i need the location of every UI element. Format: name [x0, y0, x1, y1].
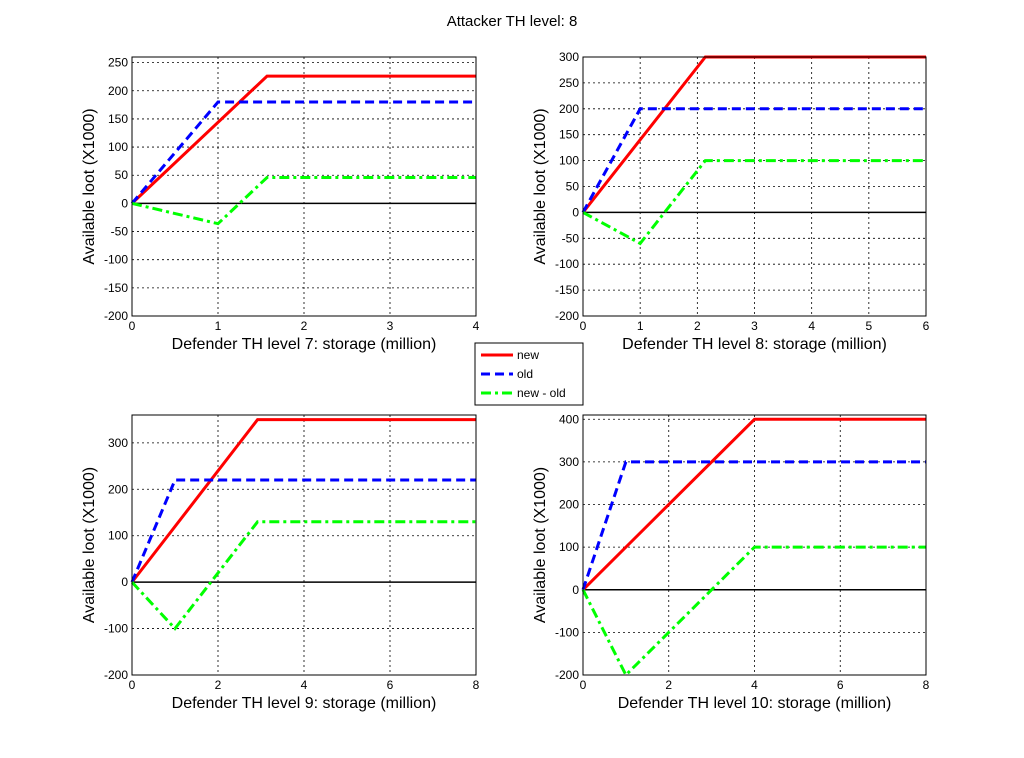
y-tick-label: 200 — [559, 498, 579, 512]
y-tick-label: 100 — [559, 540, 579, 554]
y-tick-label: -200 — [104, 668, 128, 682]
x-tick-label: 0 — [580, 319, 587, 333]
y-tick-label: 150 — [108, 112, 128, 126]
y-tick-label: -50 — [111, 225, 129, 239]
x-tick-label: 8 — [473, 678, 480, 692]
x-tick-label: 5 — [865, 319, 872, 333]
y-tick-label: 300 — [559, 50, 579, 64]
legend: new old new - old — [474, 342, 584, 406]
x-tick-label: 3 — [387, 319, 394, 333]
x-tick-label: 6 — [923, 319, 930, 333]
y-tick-label: -200 — [104, 309, 128, 323]
legend-label: new — [517, 348, 539, 362]
y-tick-label: 0 — [572, 583, 579, 597]
y-tick-label: 100 — [108, 140, 128, 154]
legend-label: old — [517, 367, 533, 381]
y-tick-label: 200 — [559, 102, 579, 116]
subplot-2: 0 1 2 3 4 5 6 -200 -150 -100 -50 0 50 100 150 200 250 300… — [532, 50, 930, 353]
y-tick-label: -50 — [562, 231, 580, 245]
y-tick-label: 300 — [108, 436, 128, 450]
y-axis-label: Available loot (X1000) — [532, 108, 549, 264]
series-new — [130, 74, 476, 205]
y-tick-label: 0 — [121, 575, 128, 589]
series-new-minus-old — [131, 175, 476, 226]
y-tick-label: 0 — [572, 205, 579, 219]
subplot-3: 0 2 4 6 8 -200 -100 0 100 200 300 Defender TH level… — [81, 414, 480, 712]
y-axis-label: Available loot (X1000) — [532, 467, 549, 623]
figure-title: Attacker TH level: 8 — [447, 13, 578, 30]
subplot-4: 0 2 4 6 8 -200 -100 0 100 200 300 400 Defender TH le… — [532, 412, 930, 712]
series-new — [581, 417, 926, 591]
x-axis-label: Defender TH level 8: storage (million) — [622, 336, 887, 353]
x-tick-label: 6 — [837, 678, 844, 692]
legend-label: new - old — [517, 386, 566, 400]
y-tick-label: -150 — [555, 283, 579, 297]
y-tick-label: 250 — [559, 76, 579, 90]
x-tick-label: 2 — [665, 678, 672, 692]
y-tick-label: 0 — [121, 196, 128, 210]
y-tick-label: -150 — [104, 281, 128, 295]
axes-frame — [131, 56, 477, 317]
x-tick-label: 2 — [694, 319, 701, 333]
y-tick-label: 250 — [108, 56, 128, 70]
series-old — [581, 460, 926, 591]
x-axis-label: Defender TH level 9: storage (million) — [172, 695, 437, 712]
y-tick-label: -100 — [104, 622, 128, 636]
y-tick-label: 200 — [108, 84, 128, 98]
y-tick-label: -100 — [104, 253, 128, 267]
series-old — [581, 107, 926, 214]
x-tick-label: 2 — [215, 678, 222, 692]
y-tick-label: -100 — [555, 625, 579, 639]
y-tick-label: 50 — [566, 180, 580, 194]
y-tick-label: 100 — [108, 529, 128, 543]
x-tick-label: 2 — [301, 319, 308, 333]
axes-frame — [582, 56, 927, 317]
axes-frame — [131, 414, 477, 676]
x-tick-label: 4 — [473, 319, 480, 333]
y-tick-label: -200 — [555, 309, 579, 323]
x-tick-label: 1 — [215, 319, 222, 333]
x-tick-label: 8 — [923, 678, 930, 692]
y-tick-label: -100 — [555, 257, 579, 271]
series-old — [130, 100, 476, 205]
y-tick-label: -200 — [555, 668, 579, 682]
x-tick-label: 0 — [129, 319, 136, 333]
series-new-minus-old — [581, 545, 926, 678]
subplot-1: 0 1 2 3 4 -200 -150 -100 -50 0 50 100 150 200 250 Defen… — [81, 56, 480, 353]
x-tick-label: 0 — [580, 678, 587, 692]
y-axis-label: Available loot (X1000) — [81, 467, 98, 623]
series-new-minus-old — [582, 159, 926, 246]
axes-frame — [582, 414, 927, 676]
series-new — [130, 418, 476, 584]
series-new-minus-old — [130, 520, 476, 631]
x-axis-label: Defender TH level 7: storage (million) — [172, 336, 437, 353]
legend-box — [474, 342, 584, 406]
x-tick-label: 6 — [387, 678, 394, 692]
y-tick-label: 50 — [115, 168, 129, 182]
y-tick-label: 300 — [559, 455, 579, 469]
y-tick-label: 400 — [559, 412, 579, 426]
y-axis-label: Available loot (X1000) — [81, 108, 98, 264]
x-tick-label: 4 — [301, 678, 308, 692]
x-tick-label: 4 — [751, 678, 758, 692]
series-old — [130, 478, 476, 583]
x-tick-label: 1 — [637, 319, 644, 333]
y-tick-label: 100 — [559, 154, 579, 168]
x-tick-label: 4 — [808, 319, 815, 333]
y-tick-label: 150 — [559, 128, 579, 142]
x-axis-label: Defender TH level 10: storage (million) — [618, 695, 892, 712]
y-tick-label: 200 — [108, 482, 128, 496]
x-tick-label: 0 — [129, 678, 136, 692]
x-tick-label: 3 — [751, 319, 758, 333]
